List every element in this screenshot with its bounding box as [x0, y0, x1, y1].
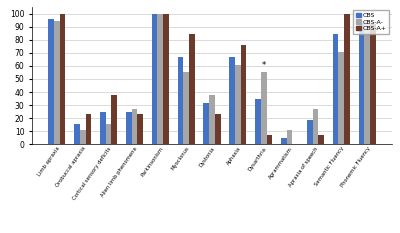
- Bar: [255, 99, 261, 144]
- Bar: [241, 45, 246, 144]
- Bar: [307, 120, 312, 144]
- Bar: [358, 23, 364, 144]
- Bar: [60, 14, 66, 144]
- Bar: [370, 24, 376, 144]
- Bar: [333, 34, 338, 144]
- Bar: [152, 14, 158, 144]
- Bar: [364, 21, 370, 144]
- Bar: [229, 57, 235, 144]
- Bar: [54, 21, 60, 144]
- Bar: [178, 57, 183, 144]
- Bar: [158, 14, 163, 144]
- Bar: [86, 114, 91, 144]
- Bar: [183, 72, 189, 144]
- Bar: [80, 130, 86, 144]
- Bar: [318, 135, 324, 144]
- Bar: [215, 114, 220, 144]
- Bar: [209, 95, 215, 144]
- Bar: [235, 65, 241, 144]
- Bar: [266, 135, 272, 144]
- Text: *: *: [262, 62, 266, 71]
- Bar: [281, 138, 287, 144]
- Bar: [112, 95, 117, 144]
- Bar: [312, 109, 318, 144]
- Bar: [106, 123, 112, 144]
- Bar: [287, 130, 292, 144]
- Legend: CBS, CBS-A-, CBS-A+: CBS, CBS-A-, CBS-A+: [353, 10, 389, 34]
- Bar: [204, 103, 209, 144]
- Bar: [137, 114, 143, 144]
- Bar: [74, 123, 80, 144]
- Bar: [189, 34, 195, 144]
- Bar: [48, 19, 54, 144]
- Bar: [344, 14, 350, 144]
- Bar: [126, 112, 132, 144]
- Bar: [338, 51, 344, 144]
- Bar: [163, 14, 169, 144]
- Bar: [261, 72, 266, 144]
- Bar: [132, 109, 137, 144]
- Bar: [100, 112, 106, 144]
